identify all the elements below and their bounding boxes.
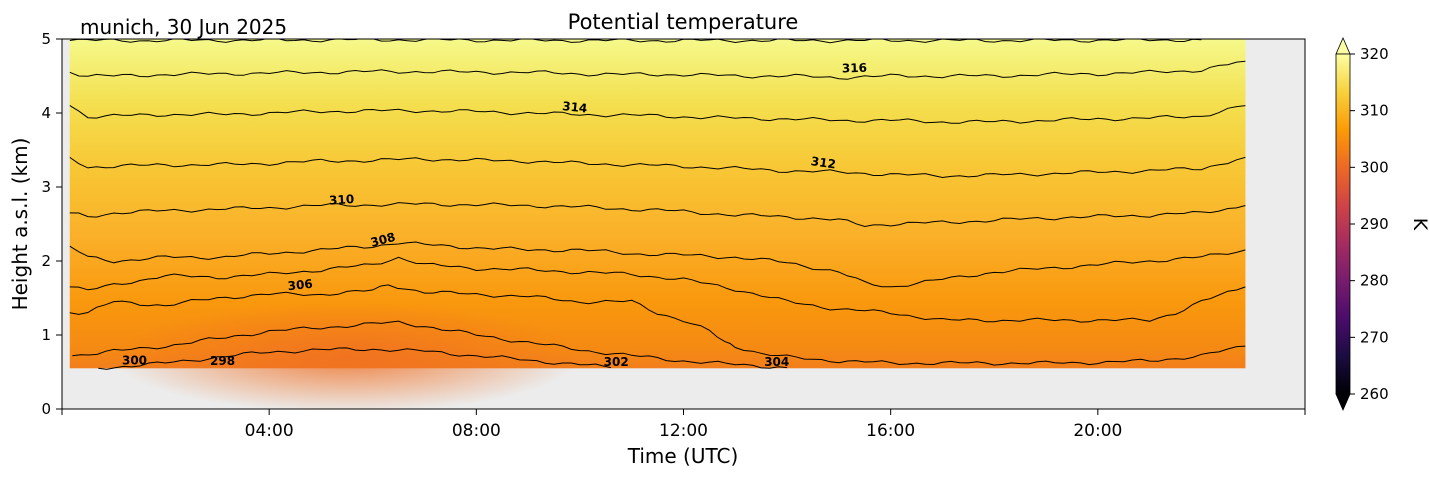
- colorbar-extend-bottom: [1335, 393, 1351, 411]
- contour-line-304: [69, 256, 1246, 323]
- contour-line-308: [69, 202, 1246, 228]
- y-tick-label: 2: [41, 252, 51, 270]
- contour-label: 298: [210, 354, 235, 368]
- y-tick-label: 0: [41, 400, 51, 418]
- contour-line-302: [69, 284, 1246, 366]
- colorbar-tick-label: 280: [1360, 272, 1389, 290]
- contour-label: 316: [842, 61, 868, 76]
- contour-label: 300: [122, 353, 147, 367]
- contour-line-306: [69, 241, 1246, 288]
- contour-label: 310: [329, 192, 355, 208]
- contour-line-298: [98, 347, 612, 370]
- colorbar-label: K: [1409, 218, 1429, 231]
- contour-labels: 300 298 302 304 306 308 310 312 314 316: [122, 61, 867, 369]
- y-tick-label: 1: [41, 326, 51, 344]
- contour-label: 314: [562, 99, 588, 116]
- x-tick-label: 12:00: [659, 421, 708, 441]
- colorbar-tick-label: 310: [1360, 102, 1389, 120]
- contour-label: 312: [810, 154, 837, 171]
- colorbar-tick-label: 270: [1360, 328, 1389, 346]
- colorbar-tick-label: 300: [1360, 158, 1389, 176]
- contour-line-312: [69, 105, 1246, 124]
- contour-label: 308: [369, 230, 397, 250]
- x-axis-label: Time (UTC): [627, 444, 739, 468]
- colorbar-gradient: [1335, 53, 1351, 395]
- contour-label: 304: [764, 355, 789, 369]
- y-tick-label: 3: [41, 178, 51, 196]
- contour-line-300: [72, 320, 788, 369]
- contour-line-316: [69, 39, 1202, 44]
- chart-title: Potential temperature: [568, 10, 799, 34]
- x-tick-label: 20:00: [1073, 421, 1122, 441]
- y-tick-label: 4: [41, 104, 51, 122]
- location-date-label: munich, 30 Jun 2025: [80, 15, 287, 39]
- contour-lines: [69, 39, 1246, 370]
- x-tick-label: 16:00: [866, 421, 915, 441]
- warm-boundary-layer-region: [113, 301, 580, 409]
- contour-label: 306: [287, 277, 313, 294]
- y-axis: 0 1 2 3 4 5: [41, 30, 62, 418]
- colorbar: 260 270 280 290 300 310 320 K: [1335, 37, 1429, 411]
- colorbar-ticks: 260 270 280 290 300 310 320: [1350, 45, 1389, 403]
- contour-line-310: [69, 156, 1246, 179]
- x-tick-label: 04:00: [245, 421, 294, 441]
- colorbar-tick-label: 320: [1360, 45, 1389, 63]
- colorbar-extend-top: [1335, 37, 1351, 55]
- y-tick-label: 5: [41, 30, 51, 48]
- y-axis-label: Height a.s.l. (km): [8, 138, 32, 311]
- colorbar-tick-label: 290: [1360, 215, 1389, 233]
- x-tick-label: 08:00: [452, 421, 501, 441]
- contour-line-314: [69, 60, 1246, 80]
- contour-label: 302: [604, 355, 629, 369]
- x-axis: 04:00 08:00 12:00 16:00 20:00: [61, 409, 1306, 441]
- colorbar-tick-label: 260: [1360, 385, 1389, 403]
